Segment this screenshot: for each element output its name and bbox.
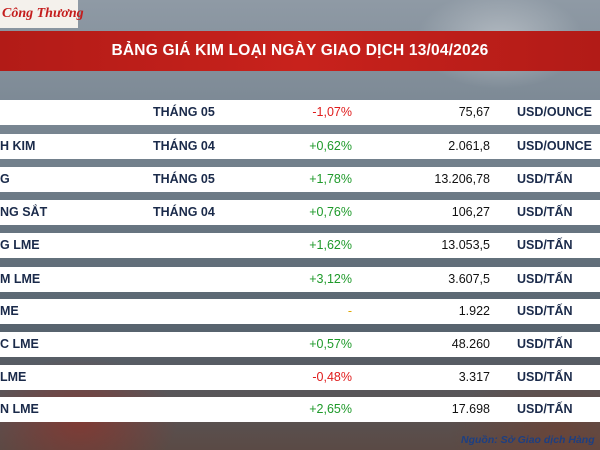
table-row: THÁNG 05 -1,07% 75,67 USD/OUNCE: [0, 100, 600, 125]
source-note: Nguồn: Sở Giao dịch Hàng: [461, 434, 595, 446]
table-row: H KIM THÁNG 04 +0,62% 2.061,8 USD/OUNCE: [0, 134, 600, 159]
price-unit: USD/TẤN: [517, 337, 573, 351]
price-value: 75,67: [458, 105, 490, 119]
metal-name: G LME: [0, 238, 40, 252]
price-change: +3,12%: [309, 272, 352, 286]
price-change: +0,76%: [309, 205, 352, 219]
metal-name: ME: [0, 304, 19, 318]
price-unit: USD/TẤN: [517, 272, 573, 286]
metal-name: C LME: [0, 337, 39, 351]
price-value: 13.053,5: [441, 238, 490, 252]
price-value: 13.206,78: [434, 172, 490, 186]
table-title: BẢNG GIÁ KIM LOẠI NGÀY GIAO DỊCH 13/04/2…: [111, 42, 489, 59]
contract-month: THÁNG 04: [153, 205, 215, 219]
metal-name: NG SẮT: [0, 205, 48, 219]
price-value: 106,27: [451, 205, 490, 219]
table-row: ME - 1.922 USD/TẤN: [0, 299, 600, 324]
price-unit: USD/OUNCE: [517, 139, 593, 153]
price-value: 3.607,5: [448, 272, 490, 286]
price-change: +0,57%: [309, 337, 352, 351]
price-value: 1.922: [458, 304, 490, 318]
price-change: +2,65%: [309, 402, 352, 416]
price-change: +1,78%: [309, 172, 352, 186]
table-row: NG SẮT THÁNG 04 +0,76% 106,27 USD/TẤN: [0, 200, 600, 225]
contract-month: THÁNG 05: [153, 105, 215, 119]
price-value: 17.698: [451, 402, 490, 416]
metal-name: H KIM: [0, 139, 36, 153]
price-unit: USD/TẤN: [517, 238, 573, 252]
price-value: 3.317: [458, 370, 490, 384]
price-unit: USD/TẤN: [517, 172, 573, 186]
price-change: -1,07%: [312, 105, 352, 119]
table-row: M LME +3,12% 3.607,5 USD/TẤN: [0, 267, 600, 292]
price-value: 48.260: [451, 337, 490, 351]
price-change: +0,62%: [309, 139, 352, 153]
metal-name: LME: [0, 370, 27, 384]
price-unit: USD/TẤN: [517, 402, 573, 416]
price-change: -: [347, 304, 352, 318]
table-row: LME -0,48% 3.317 USD/TẤN: [0, 365, 600, 390]
table-row: G THÁNG 05 +1,78% 13.206,78 USD/TẤN: [0, 167, 600, 192]
price-unit: USD/TẤN: [517, 205, 573, 219]
title-bar: BẢNG GIÁ KIM LOẠI NGÀY GIAO DỊCH 13/04/2…: [0, 31, 600, 71]
price-unit: USD/TẤN: [517, 304, 573, 318]
brand-logo: Công Thương: [0, 0, 84, 28]
table-row: N LME +2,65% 17.698 USD/TẤN: [0, 397, 600, 422]
metal-name: G: [0, 172, 10, 186]
metal-name: N LME: [0, 402, 39, 416]
price-change: -0,48%: [312, 370, 352, 384]
price-change: +1,62%: [309, 238, 352, 252]
table-row: G LME +1,62% 13.053,5 USD/TẤN: [0, 233, 600, 258]
contract-month: THÁNG 04: [153, 139, 215, 153]
table-row: C LME +0,57% 48.260 USD/TẤN: [0, 332, 600, 357]
price-unit: USD/TẤN: [517, 370, 573, 384]
contract-month: THÁNG 05: [153, 172, 215, 186]
logo-text: Công Thương: [2, 6, 84, 21]
metal-name: M LME: [0, 272, 41, 286]
price-unit: USD/OUNCE: [517, 105, 593, 119]
price-value: 2.061,8: [448, 139, 490, 153]
